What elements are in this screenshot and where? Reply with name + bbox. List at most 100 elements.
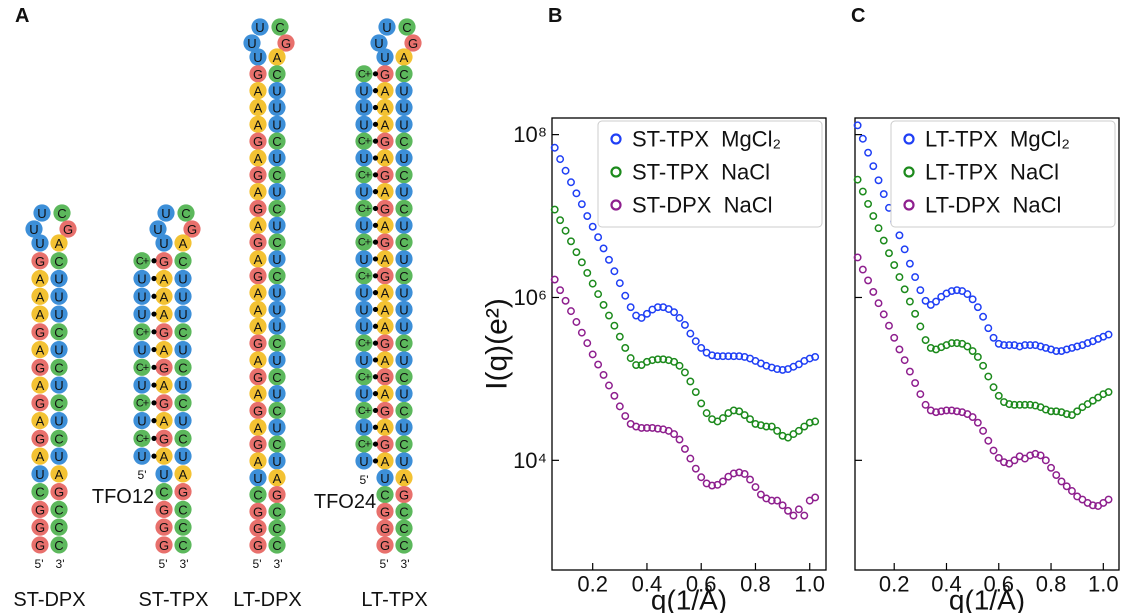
data-point — [900, 285, 909, 294]
nucleotide-label: U — [35, 467, 44, 482]
nucleotide — [376, 401, 394, 420]
nucleotide — [155, 358, 173, 376]
data-point — [1047, 463, 1055, 472]
data-point — [729, 469, 738, 478]
nucleotide-label: C — [272, 370, 281, 385]
nucleotide-label: C — [272, 134, 281, 149]
nucleotide-label: G — [63, 222, 73, 237]
nucleotide-label: U — [359, 454, 368, 469]
data-point — [610, 391, 619, 400]
data-point — [697, 399, 706, 408]
nucleotide-label: U — [178, 272, 187, 287]
nucleotide — [249, 418, 267, 436]
nucleotide-label: C — [272, 521, 281, 536]
data-point — [968, 413, 977, 422]
data-point — [879, 190, 888, 199]
nucleotide-label: U — [359, 185, 368, 200]
nucleotide-label: U — [382, 20, 391, 35]
nucleotide — [155, 269, 173, 288]
data-point — [926, 343, 935, 352]
nucleotide — [249, 368, 267, 386]
molecule-name: ST-TPX — [138, 589, 208, 611]
nucleotide-label: U — [54, 307, 63, 322]
nucleotide — [31, 287, 49, 305]
nucleotide-label: U — [54, 289, 63, 304]
hoogsteen-bond — [372, 104, 379, 111]
data-point — [968, 347, 977, 355]
nucleotide — [174, 429, 192, 447]
nucleotide — [133, 323, 151, 341]
nucleotide — [268, 267, 286, 285]
data-point — [869, 212, 878, 220]
nucleotide-label: A — [55, 236, 64, 251]
molecule-name: LT-DPX — [233, 589, 302, 611]
legend-box — [597, 120, 823, 228]
nucleotide-label: C — [272, 336, 281, 351]
nucleotide — [155, 394, 173, 412]
nucleotide-label: A — [254, 319, 263, 334]
data-point — [691, 388, 700, 396]
nucleotide — [355, 115, 373, 133]
data-point — [594, 290, 603, 299]
data-point — [979, 426, 988, 435]
data-point — [1031, 341, 1040, 350]
data-point — [979, 312, 988, 321]
hoogsteen-bond — [151, 382, 157, 388]
data-point — [858, 187, 867, 196]
data-point — [911, 273, 920, 282]
data-point — [561, 226, 570, 235]
nucleotide — [395, 216, 413, 234]
data-point — [735, 352, 744, 361]
hoogsteen-bond — [372, 374, 379, 380]
nucleotide — [268, 48, 286, 66]
nucleotide-label: C+ — [358, 338, 371, 350]
data-point — [550, 275, 559, 284]
nucleotide — [50, 252, 68, 270]
legend-marker — [903, 199, 915, 211]
data-point — [1036, 451, 1045, 460]
nucleotide-label: A — [179, 236, 188, 251]
nucleotide — [155, 483, 173, 501]
molecule-name: ST-DPX — [13, 589, 85, 611]
hoogsteen-bond — [151, 364, 157, 370]
nucleotide-label: A — [254, 185, 263, 200]
data-point — [900, 356, 909, 365]
hoogsteen-bond — [372, 88, 379, 94]
nucleotide — [376, 351, 394, 369]
nucleotide-label: A — [36, 289, 45, 304]
nucleotide — [355, 435, 373, 453]
data-point — [805, 418, 814, 427]
nucleotide-label: U — [359, 319, 368, 334]
hoogsteen-bond — [372, 121, 379, 127]
data-point — [1005, 400, 1014, 409]
nucleotide-label: C — [272, 504, 281, 519]
nucleotide — [174, 358, 192, 376]
data-point — [911, 309, 920, 318]
nucleotide-label: C — [178, 360, 187, 375]
nucleotide — [31, 323, 49, 341]
nucleotide — [355, 199, 373, 218]
nucleotide — [355, 98, 373, 117]
nucleotide-label: U — [253, 471, 262, 486]
nucleotide-label: G — [54, 485, 64, 500]
hoogsteen-bond — [151, 453, 157, 459]
nucleotide-label: C — [399, 168, 408, 183]
nucleotide-label: C — [178, 254, 187, 269]
data-point — [994, 391, 1003, 400]
nucleotide — [249, 317, 267, 335]
nucleotide-label: A — [36, 449, 45, 464]
nucleotide — [50, 323, 68, 341]
nucleotide — [249, 334, 267, 352]
data-point — [708, 481, 717, 490]
data-point — [583, 339, 592, 348]
nucleotide-label: U — [399, 84, 408, 99]
x-tick-label: 0.4 — [931, 572, 962, 597]
data-point — [853, 253, 862, 262]
hoogsteen-bond — [372, 189, 379, 195]
nucleotide — [268, 536, 286, 554]
nucleotide-label: A — [160, 289, 169, 304]
nucleotide — [31, 394, 49, 412]
nucleotide-label: C+ — [136, 397, 149, 409]
nucleotide — [395, 418, 413, 436]
nucleotide — [268, 502, 286, 521]
